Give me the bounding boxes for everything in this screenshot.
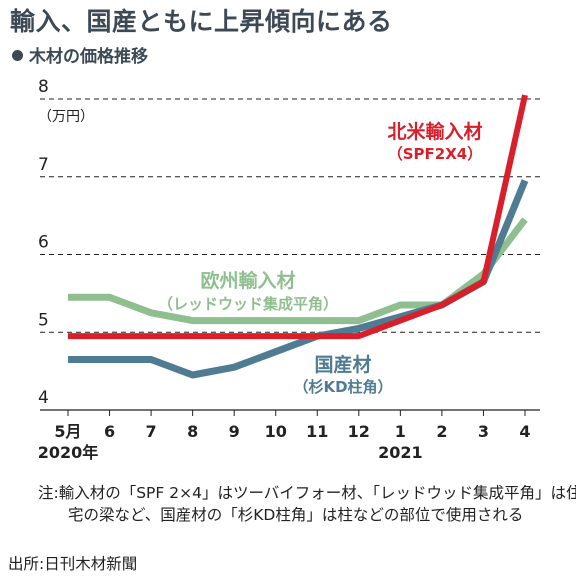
subtitle-text: 木材の価格推移 [29,47,148,67]
x-tick-label: 5月 [54,422,81,441]
x-tick-label: 1 [395,422,406,441]
x-tick-label: 3 [478,422,489,441]
x-tick-label: 10 [265,422,287,441]
footnote: 注:輸入材の「SPF 2×4」はツーバイフォー材、「レッドウッド集成平角」は住宅… [38,484,576,524]
series-line-2 [68,179,529,379]
x-year-label: 2021 [378,443,423,462]
x-tick-label: 11 [306,422,328,441]
x-tick-label: 6 [104,422,115,441]
y-tick-label: 4 [38,388,49,408]
x-tick-label: 2 [436,422,447,441]
chart-subtitle: 木材の価格推移 [12,42,148,67]
y-tick-label: 6 [38,233,49,253]
series-label: 国産材 [314,353,371,376]
y-tick-label: 5 [38,310,49,330]
series-sublabel: （SPF2X4） [388,145,482,163]
series-sublabel: （レッドウッド集成平角） [158,295,338,313]
chart-title: 輸入、国産ともに上昇傾向にある [10,7,393,36]
series-sublabel: （杉KD柱角） [293,378,392,396]
x-year-label: 2020年 [38,443,99,462]
bullet-icon [12,50,23,61]
x-tick-label: 8 [187,422,198,441]
series-line-3 [68,94,528,340]
x-tick-label: 4 [519,422,530,441]
y-unit-label: （万円） [38,109,94,125]
y-tick-label: 7 [38,155,49,175]
x-tick-label: 7 [146,422,157,441]
source-credit: 出所:日刊木材新聞 [8,555,138,573]
x-tick-label: 9 [229,422,240,441]
series-label: 北米輸入材 [387,120,482,143]
series-label: 欧州輸入材 [200,269,295,292]
y-tick-label: 8 [38,77,49,97]
x-tick-label: 12 [348,422,370,441]
